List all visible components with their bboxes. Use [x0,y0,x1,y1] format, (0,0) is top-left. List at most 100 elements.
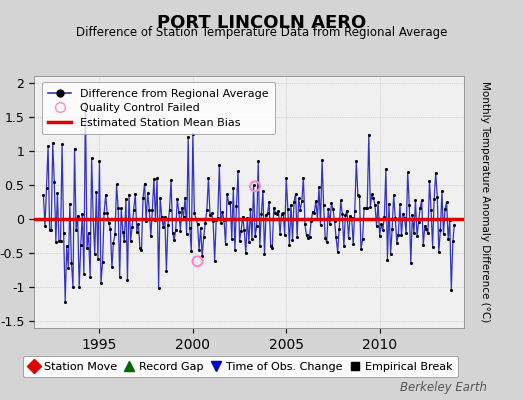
Legend: Station Move, Record Gap, Time of Obs. Change, Empirical Break: Station Move, Record Gap, Time of Obs. C… [23,356,458,377]
Point [44,143,52,149]
Point [179,214,188,220]
Point [170,237,178,243]
Point [41,222,49,229]
Point [214,214,222,221]
Text: PORT LINCOLN AERO: PORT LINCOLN AERO [157,14,367,32]
Point [341,212,350,218]
Point [231,246,239,253]
Point [42,185,51,191]
Point [89,216,97,223]
Point [400,215,409,221]
Point [97,280,105,286]
Point [316,222,325,228]
Point [357,246,365,252]
Point [75,284,83,290]
Point [95,158,104,164]
Point [333,249,342,255]
Point [103,210,112,217]
Point [368,191,376,198]
Point [449,238,457,244]
Point [123,277,132,284]
Point [419,242,428,248]
Point [291,190,300,197]
Point [67,259,75,266]
Point [425,177,434,184]
Point [49,140,57,146]
Point [181,195,189,201]
Point [158,214,166,220]
Point [73,212,82,219]
Point [47,227,56,234]
Point [151,217,160,223]
Point [445,217,454,224]
Point [81,100,90,106]
Point [413,233,421,240]
Point [422,226,431,232]
Point [227,236,236,242]
Point [267,243,275,249]
Point [381,165,390,172]
Point [366,203,375,210]
Point [416,205,424,211]
Point [271,209,280,216]
Point [349,241,357,247]
Point [410,230,418,237]
Point [148,206,157,213]
Point [178,205,186,211]
Point [217,220,225,226]
Point [64,264,72,271]
Point [276,231,284,237]
Point [224,200,233,206]
Point [70,146,79,152]
Point [115,274,124,280]
Point [232,203,241,210]
Point [102,192,110,198]
Point [376,233,384,239]
Point [442,199,451,205]
Point [388,226,396,232]
Point [242,250,250,256]
Point [137,247,146,254]
Point [391,214,399,221]
Point [142,218,150,224]
Point [427,207,435,214]
Point [299,174,308,181]
Point [355,193,364,199]
Point [277,211,286,217]
Point [235,238,244,244]
Point [134,221,143,227]
Point [220,216,228,223]
Point [374,199,383,206]
Point [58,141,66,147]
Point [39,192,48,198]
Point [99,259,107,266]
Point [352,158,361,164]
Point [190,210,199,216]
Point [402,230,410,236]
Point [238,214,247,220]
Point [77,242,85,248]
Point [301,221,309,228]
Point [131,190,139,197]
Point [365,132,373,138]
Point [405,202,413,208]
Point [287,202,295,208]
Point [321,234,330,241]
Point [106,226,115,232]
Point [296,207,304,213]
Point [264,210,272,216]
Point [112,181,121,188]
Point [262,212,270,218]
Point [294,195,303,201]
Point [66,201,74,207]
Point [91,250,99,257]
Point [187,248,195,254]
Point [293,234,301,240]
Point [201,219,210,226]
Point [122,196,130,202]
Point [62,243,71,249]
Point [208,210,216,217]
Point [156,194,165,201]
Point [256,243,264,249]
Point [438,188,446,195]
